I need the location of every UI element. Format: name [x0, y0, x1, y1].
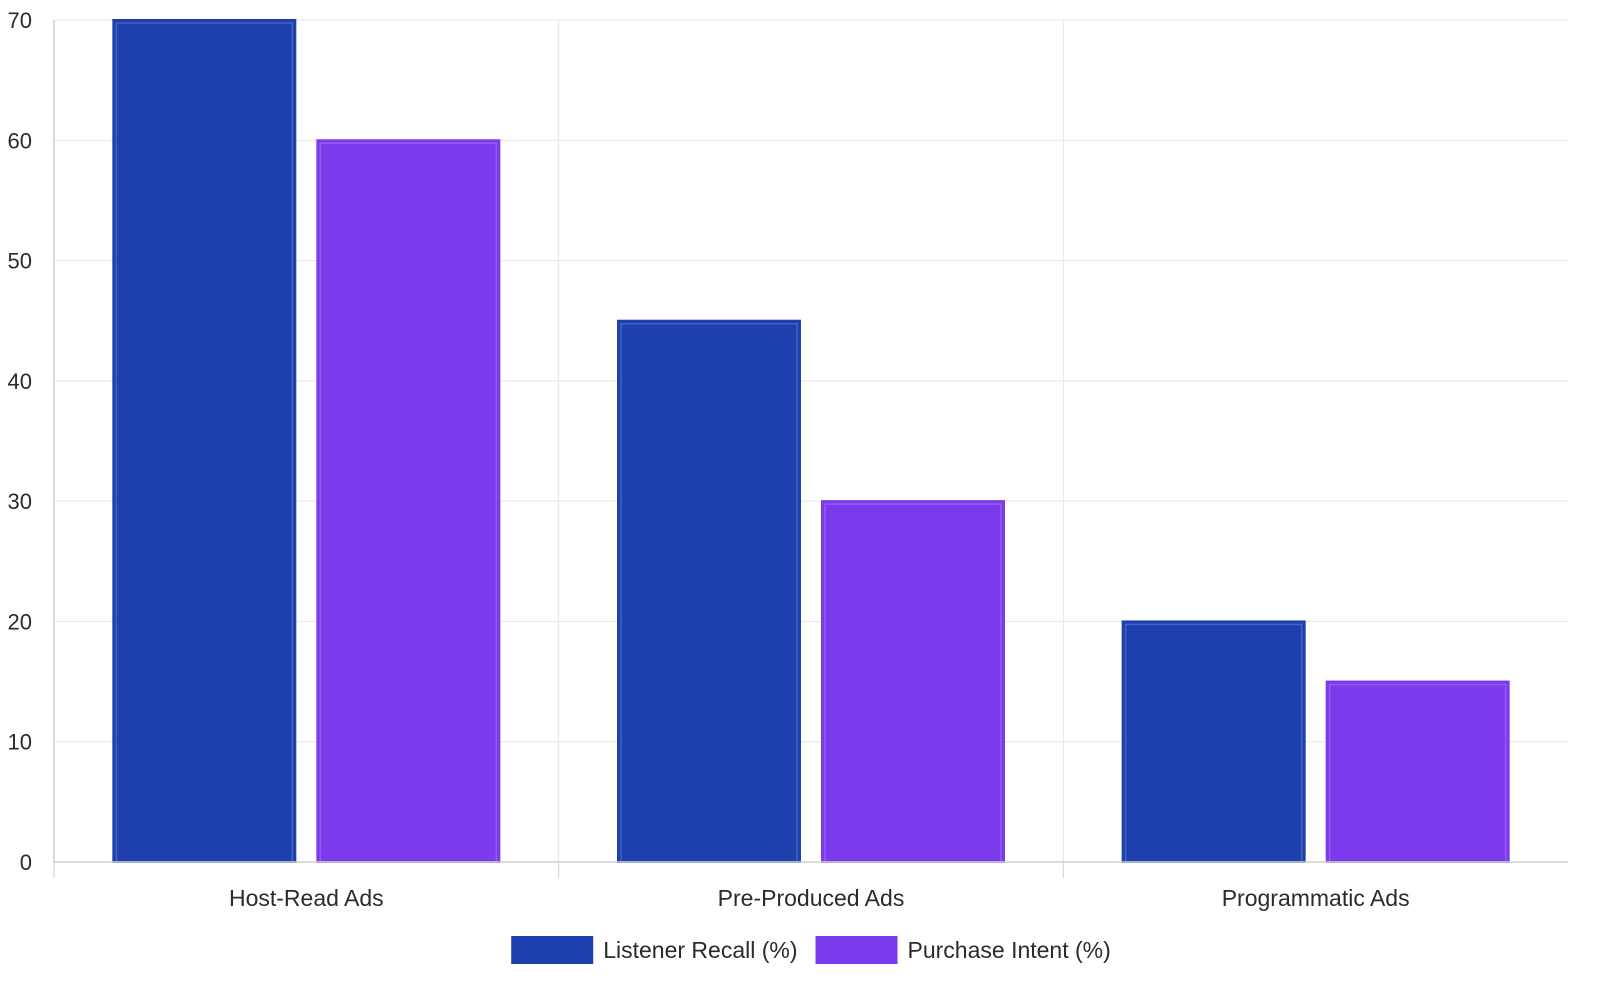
y-tick-label: 70 — [8, 8, 32, 33]
bars-layer — [112, 19, 1510, 864]
bar-listener-recall[interactable] — [112, 19, 297, 863]
legend-label: Listener Recall (%) — [603, 937, 797, 963]
y-tick-label: 20 — [8, 609, 32, 634]
legend: Listener Recall (%) Purchase Intent (%) — [511, 936, 1111, 964]
bar-listener-recall[interactable] — [617, 319, 801, 863]
x-tick-label: Host-Read Ads — [229, 885, 384, 911]
y-tick-label: 60 — [8, 128, 32, 153]
y-tick-label: 10 — [8, 730, 32, 755]
legend-swatch — [815, 936, 898, 964]
legend-label: Purchase Intent (%) — [908, 937, 1111, 963]
bar-purchase-intent[interactable] — [1325, 680, 1510, 863]
y-tick-label: 50 — [8, 249, 32, 274]
y-tick-label: 40 — [8, 369, 32, 394]
legend-item[interactable]: Purchase Intent (%) — [815, 936, 1111, 964]
y-tick-label: 0 — [20, 850, 32, 875]
y-tick-label: 30 — [8, 489, 32, 514]
axes-layer: 0 10 20 30 40 50 60 70 Host-Read Ads Pre-Produced… — [8, 8, 1568, 911]
bar-purchase-intent[interactable] — [821, 500, 1005, 863]
bar-listener-recall[interactable] — [1121, 620, 1306, 864]
x-tick-label: Programmatic Ads — [1222, 885, 1410, 911]
legend-item[interactable]: Listener Recall (%) — [511, 936, 798, 964]
grid-layer — [54, 19, 1568, 862]
bar-purchase-intent[interactable] — [316, 139, 501, 864]
x-tick-label: Pre-Produced Ads — [718, 885, 905, 911]
legend-swatch — [511, 936, 594, 964]
